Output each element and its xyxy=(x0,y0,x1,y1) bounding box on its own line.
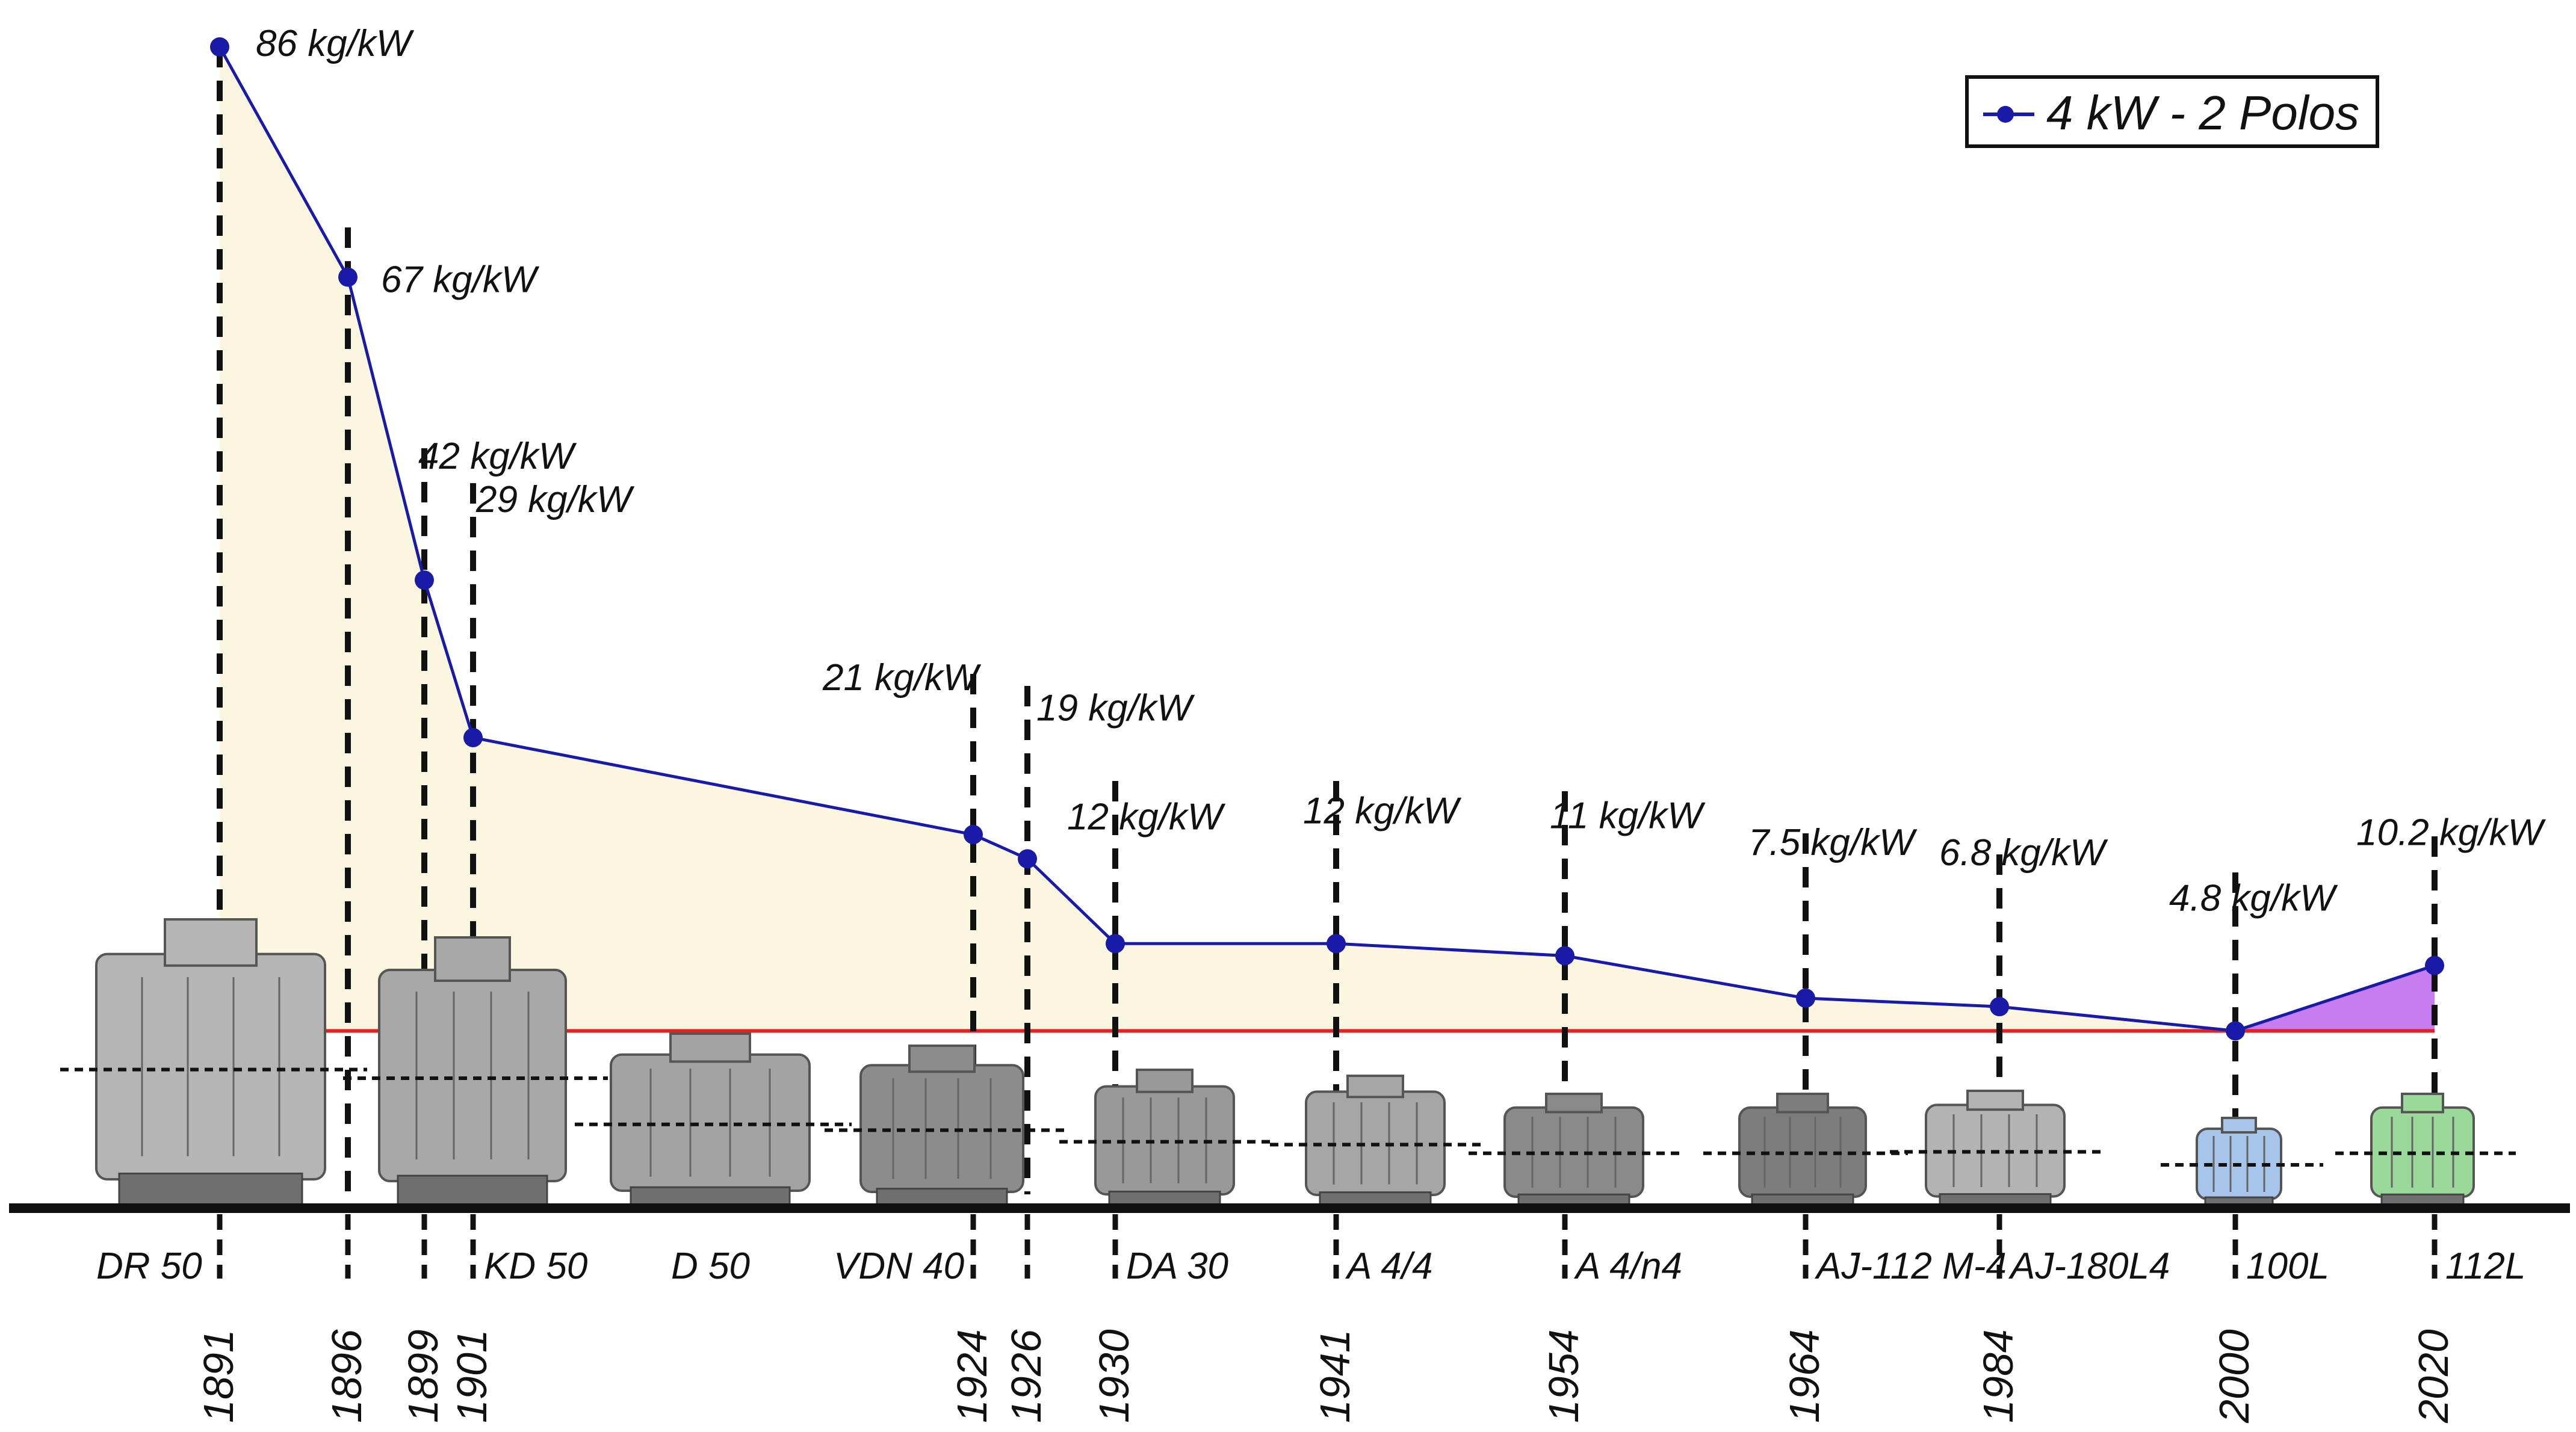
data-point xyxy=(2425,955,2444,975)
motor-100l xyxy=(2161,1117,2323,1209)
year-label: 1930 xyxy=(1091,1329,1138,1423)
value-label: 86 kg/kW xyxy=(256,23,415,64)
legend-label: 4 kW - 2 Polos xyxy=(2046,86,2359,140)
motor-vdn40 xyxy=(825,1045,1065,1209)
value-label: 12 kg/kW xyxy=(1303,790,1462,832)
motor-terminal-box xyxy=(1966,1090,2024,1111)
year-label: 1924 xyxy=(949,1329,995,1423)
motor-terminal-box xyxy=(1136,1069,1194,1093)
model-label: VDN 40 xyxy=(834,1245,964,1287)
year-label: 1984 xyxy=(1975,1329,2022,1423)
motor-terminal-box xyxy=(164,918,258,967)
year-label: 1954 xyxy=(1540,1329,1587,1423)
year-label: 1896 xyxy=(323,1329,370,1423)
motor-aj112m4 xyxy=(1703,1093,1908,1209)
model-label: AJ-112 M-4 xyxy=(1814,1245,2007,1287)
data-point xyxy=(415,570,434,590)
value-label: 12 kg/kW xyxy=(1067,796,1226,838)
year-label: 1941 xyxy=(1311,1329,1358,1423)
model-label: 100L xyxy=(2246,1245,2329,1287)
model-label: A 4/4 xyxy=(1345,1245,1432,1287)
value-label: 67 kg/kW xyxy=(381,259,540,301)
model-label: AJ-180L4 xyxy=(2008,1245,2170,1287)
motor-kd50 xyxy=(343,936,608,1209)
motor-terminal-box xyxy=(434,936,511,982)
data-point xyxy=(1796,988,1815,1008)
year-label: 2000 xyxy=(2211,1329,2258,1424)
model-label: A 4/n4 xyxy=(1573,1245,1682,1287)
legend: 4 kW - 2 Polos xyxy=(1965,75,2379,148)
area-fill xyxy=(220,47,2235,1031)
year-label: 1901 xyxy=(448,1329,495,1423)
year-label: 1964 xyxy=(1781,1329,1828,1423)
data-point xyxy=(463,727,483,747)
motor-body xyxy=(378,969,567,1182)
motor-feet xyxy=(397,1174,548,1209)
motor-terminal-box xyxy=(2221,1117,2257,1134)
data-point xyxy=(1990,997,2009,1017)
year-label: 1891 xyxy=(195,1329,242,1423)
year-label: 2020 xyxy=(2410,1329,2457,1424)
motor-illustrations xyxy=(60,918,2516,1209)
data-point xyxy=(210,37,229,57)
motor-da30 xyxy=(1059,1069,1276,1209)
model-label: D 50 xyxy=(671,1245,750,1287)
motor-terminal-box xyxy=(1545,1093,1603,1114)
value-label: 19 kg/kW xyxy=(1036,687,1195,729)
motor-d50 xyxy=(575,1032,852,1209)
motor-a44 xyxy=(1270,1075,1487,1209)
data-point xyxy=(1106,934,1125,954)
value-label: 7.5 kg/kW xyxy=(1748,822,1918,863)
motor-terminal-box xyxy=(1776,1093,1829,1114)
area-layer xyxy=(220,47,2435,1031)
motor-terminal-box xyxy=(908,1045,976,1073)
data-point xyxy=(1018,849,1037,869)
model-label: 112L xyxy=(2445,1245,2525,1287)
motor-dr50 xyxy=(60,918,367,1209)
data-point xyxy=(338,267,358,287)
value-label: 42 kg/kW xyxy=(418,436,577,477)
value-label: 11 kg/kW xyxy=(1550,795,1706,836)
motor-terminal-box xyxy=(1346,1075,1404,1099)
data-point xyxy=(1327,934,1346,954)
model-label: DR 50 xyxy=(96,1245,202,1287)
series-layer xyxy=(210,37,2444,1041)
year-label: 1899 xyxy=(400,1329,447,1423)
value-label: 29 kg/kW xyxy=(475,479,635,520)
data-point xyxy=(2226,1021,2245,1041)
motor-body xyxy=(1738,1106,1867,1199)
value-label: 6.8 kg/kW xyxy=(1939,832,2108,874)
legend-box xyxy=(1965,75,2379,148)
motor-body xyxy=(95,952,326,1180)
model-label: DA 30 xyxy=(1126,1245,1228,1287)
motor-112l xyxy=(2335,1093,2516,1209)
motor-feet xyxy=(118,1172,303,1209)
motor-terminal-box xyxy=(669,1032,751,1063)
legend-marker xyxy=(1997,106,2014,123)
data-point xyxy=(1555,946,1574,966)
motor-aj180l4 xyxy=(1890,1090,2107,1209)
data-point xyxy=(964,825,983,845)
year-label: 1926 xyxy=(1003,1329,1050,1423)
value-label: 4.8 kg/kW xyxy=(2169,877,2338,919)
model-label: KD 50 xyxy=(484,1245,587,1287)
motor-a4n4 xyxy=(1469,1093,1685,1209)
value-label: 10.2 kg/kW xyxy=(2356,812,2547,854)
motor-terminal-box xyxy=(2401,1093,2444,1114)
value-label: 21 kg/kW xyxy=(822,657,982,699)
